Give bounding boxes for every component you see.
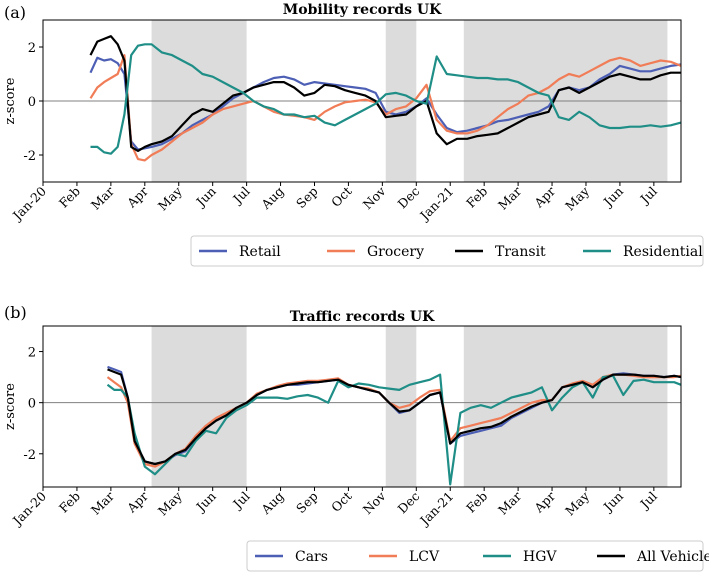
series-line-hgv: [106, 373, 682, 486]
series-line-grocery: [89, 53, 682, 162]
shaded-region: [463, 326, 668, 487]
plot-frame: [42, 325, 682, 488]
x-tick-label: Apr: [123, 489, 151, 517]
x-tick-label: Apr: [531, 184, 559, 212]
x-tick-label: May: [562, 488, 593, 519]
x-tick-label: Dec: [395, 489, 423, 517]
y-axis-label: z-score: [3, 383, 18, 430]
x-tick-label: Oct: [328, 184, 354, 210]
legend-label: Transit: [495, 244, 546, 260]
x-tick-label: Nov: [360, 488, 389, 517]
panel-a: (a) Mobility records UK 2 0 -2 z-score Jan-20 F…: [3, 2, 704, 267]
x-tick-label: Feb: [463, 489, 490, 516]
panel-label: (a): [4, 3, 26, 22]
legend-label: Retail: [239, 244, 281, 260]
x-tick-label: Sep: [293, 489, 321, 517]
y-tick-label: 2: [28, 41, 36, 56]
x-tick-label: Dec: [395, 184, 423, 212]
y-axis-label: z-score: [3, 77, 18, 124]
x-tick-label: Jul: [229, 489, 253, 513]
series-line-retail: [89, 56, 682, 151]
x-tick-label: Jan-20: [8, 488, 49, 529]
x-tick-label: Jul: [636, 489, 660, 513]
legend: Retail Grocery Transit Residential: [190, 235, 704, 267]
x-tick-label: Apr: [123, 184, 151, 212]
x-tick-label: Aug: [258, 184, 287, 213]
series-line-all-vehicles: [107, 368, 682, 466]
x-tick-label: Feb: [463, 184, 490, 211]
x-tick-label: Mar: [88, 184, 117, 213]
x-tick-label: Jan-21: [416, 184, 457, 225]
x-tick-label: May: [155, 488, 186, 519]
legend-label: Grocery: [367, 244, 424, 260]
panel-b: (b) Traffic records UK 2 0 -2 z-score Jan-20 Fe…: [3, 303, 709, 572]
y-tick-label: 0: [28, 397, 36, 412]
x-tick-label: Aug: [258, 489, 287, 518]
legend-label: LCV: [409, 549, 440, 565]
legend-box: [190, 235, 704, 267]
x-tick-label: Jun: [192, 489, 219, 516]
legend: Cars LCV HGV All Vehicles: [246, 540, 709, 572]
legend-label: Cars: [295, 549, 328, 565]
x-tick-label: Jul: [229, 184, 253, 208]
y-tick-label: 0: [28, 95, 36, 110]
y-tick-label: -2: [23, 448, 36, 463]
x-tick-label: Jun: [599, 184, 626, 211]
x-tick-label: May: [155, 183, 186, 214]
series-line-residential: [90, 43, 682, 155]
x-tick-label: Jan-21: [416, 489, 457, 530]
x-tick-label: Feb: [56, 184, 83, 211]
y-tick-label: -2: [23, 149, 36, 164]
legend-label: All Vehicles: [636, 549, 709, 565]
series-line-transit: [89, 35, 681, 152]
x-tick-label: Feb: [56, 489, 83, 516]
chart-title: Traffic records UK: [290, 309, 435, 325]
x-tick-label: Apr: [531, 489, 559, 517]
panel-label: (b): [4, 303, 27, 322]
x-tick-label: Jul: [636, 184, 660, 208]
x-tick-label: Jun: [192, 184, 219, 211]
x-tick-label: Jun: [599, 489, 626, 516]
x-tick-label: Mar: [88, 489, 117, 518]
legend-label: HGV: [523, 549, 557, 565]
x-tick-label: Oct: [328, 489, 354, 515]
y-tick-label: 2: [28, 346, 36, 361]
legend-label: Residential: [623, 244, 703, 260]
x-tick-label: Sep: [293, 184, 321, 212]
x-tick-label: Jan-20: [8, 183, 49, 224]
x-tick-label: Mar: [495, 184, 524, 213]
x-tick-label: May: [562, 183, 593, 214]
chart-title: Mobility records UK: [283, 2, 442, 18]
x-tick-label: Mar: [495, 489, 524, 518]
x-tick-label: Nov: [360, 183, 389, 212]
legend-box: [246, 540, 704, 572]
